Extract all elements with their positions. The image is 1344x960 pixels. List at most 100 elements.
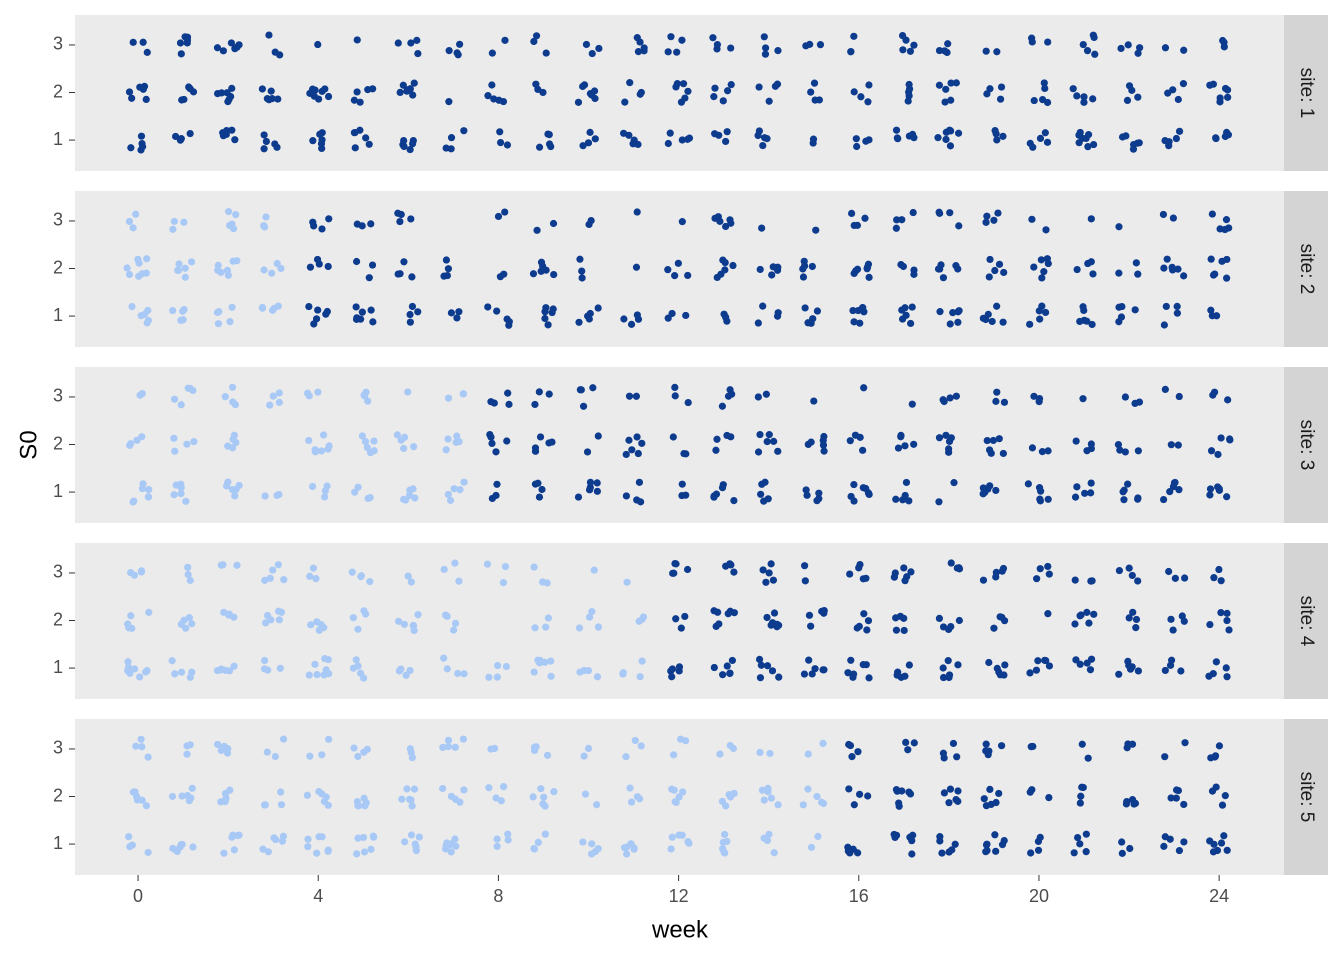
point — [1044, 495, 1052, 503]
point — [713, 435, 721, 443]
point — [1076, 840, 1084, 848]
point — [637, 742, 645, 750]
point — [271, 140, 279, 148]
point — [1211, 752, 1220, 760]
point — [1218, 801, 1227, 809]
point — [228, 383, 237, 391]
point — [277, 264, 285, 273]
point — [774, 47, 782, 55]
point — [488, 494, 496, 503]
point — [456, 40, 464, 48]
point — [414, 611, 422, 619]
point — [306, 752, 314, 760]
point — [1087, 479, 1095, 487]
point — [313, 618, 321, 626]
point — [278, 837, 287, 845]
point — [983, 212, 991, 220]
point — [452, 438, 460, 446]
point — [136, 83, 144, 91]
point — [678, 36, 686, 44]
point — [668, 833, 676, 841]
point — [855, 622, 863, 630]
point — [460, 127, 468, 135]
point — [1044, 447, 1052, 455]
point — [992, 798, 1000, 807]
point — [530, 563, 538, 571]
point — [488, 49, 496, 57]
point — [1167, 441, 1175, 449]
point — [459, 390, 467, 398]
point — [756, 748, 764, 757]
point — [1034, 846, 1043, 854]
point — [485, 673, 493, 681]
point — [579, 838, 587, 846]
point — [1208, 787, 1217, 795]
point — [1132, 259, 1140, 267]
point — [1172, 794, 1180, 802]
point — [770, 437, 778, 445]
point — [1030, 392, 1038, 400]
strip-label: site: 1 — [1296, 68, 1317, 119]
point — [1088, 320, 1096, 329]
point — [892, 126, 901, 134]
point — [799, 801, 807, 809]
point — [442, 144, 450, 152]
point — [320, 671, 328, 679]
point — [952, 262, 960, 270]
point — [904, 746, 912, 754]
point — [493, 835, 501, 843]
point — [1125, 661, 1133, 670]
point — [578, 267, 586, 275]
point — [177, 401, 185, 409]
point — [992, 486, 1000, 495]
point — [178, 792, 186, 800]
point — [893, 134, 901, 142]
point — [536, 433, 545, 441]
point — [769, 619, 777, 627]
point — [214, 320, 223, 328]
point — [632, 263, 641, 271]
point — [353, 797, 362, 806]
point — [1120, 496, 1128, 504]
point — [946, 209, 954, 217]
point — [639, 613, 648, 621]
point — [1180, 46, 1188, 54]
point — [625, 436, 633, 444]
point — [230, 431, 238, 439]
point — [451, 559, 459, 567]
point — [850, 221, 858, 230]
point — [529, 270, 538, 278]
point — [587, 216, 595, 225]
point — [664, 48, 672, 56]
point — [224, 478, 232, 486]
point — [991, 831, 999, 839]
point — [721, 266, 729, 274]
point — [409, 485, 417, 493]
point — [145, 485, 153, 494]
point — [181, 273, 189, 281]
point — [229, 257, 237, 265]
point — [855, 564, 863, 572]
point — [626, 784, 634, 792]
point — [850, 801, 858, 809]
point — [1081, 489, 1089, 497]
point — [941, 98, 949, 106]
point — [414, 308, 422, 316]
point — [1086, 666, 1095, 674]
point — [444, 742, 452, 751]
point — [1072, 656, 1080, 664]
point — [1071, 576, 1079, 584]
point — [1045, 570, 1053, 578]
point — [1134, 270, 1142, 278]
point — [954, 661, 962, 669]
point — [1175, 392, 1183, 401]
point — [137, 132, 146, 140]
point — [176, 39, 185, 47]
point — [1037, 256, 1045, 264]
point — [123, 264, 131, 272]
point — [305, 671, 313, 679]
point — [799, 273, 808, 281]
point — [175, 266, 183, 274]
point — [142, 668, 150, 676]
point — [1217, 577, 1225, 585]
